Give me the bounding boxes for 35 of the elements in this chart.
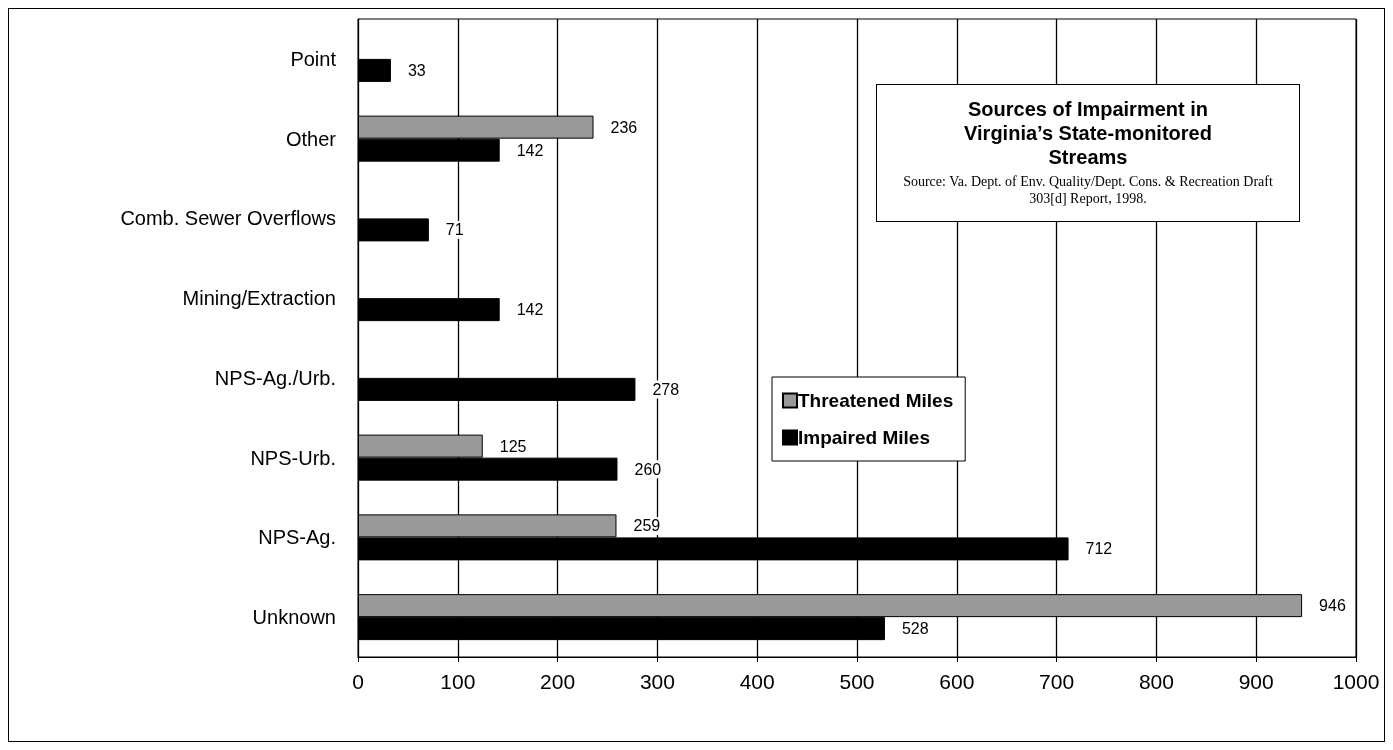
data-label: 33 (407, 61, 426, 79)
legend-label: Threatened Miles (798, 390, 954, 411)
data-label: 236 (610, 118, 638, 136)
text: Sources of Impairment in Virginia’s State-monitored Streams (963, 97, 1213, 169)
x-tick-label: 900 (1238, 670, 1274, 693)
y-tick-label: Other (285, 127, 337, 150)
y-tick-label: NPS-Ag./Urb. (214, 366, 336, 389)
y-tick-label: NPS-Ag. (258, 526, 336, 549)
data-label: 946 (1319, 597, 1346, 615)
x-tick-label: 0 (352, 670, 364, 693)
data-label: 712 (1085, 540, 1113, 558)
y-tick-label: Point (290, 47, 337, 70)
x-tick-label: 800 (1138, 670, 1174, 693)
x-tick-label: 200 (540, 670, 576, 693)
annotation: Source: Va. Dept. of Env. Quality/Dept. Cons. & Recreation Draft 303[d] Report, 1998. (902, 173, 1274, 207)
legend-label: Impaired Miles (798, 427, 930, 448)
data-label: 142 (516, 301, 544, 319)
data-label: 260 (634, 460, 662, 478)
data-label: 528 (901, 620, 929, 638)
data-label: 142 (516, 141, 544, 159)
x-tick-label: 100 (440, 670, 476, 693)
x-tick-label: 400 (739, 670, 775, 693)
data-label: 125 (499, 437, 527, 455)
x-tick-label: 700 (1039, 670, 1075, 693)
y-tick-label: Unknown (252, 606, 336, 629)
data-label: 278 (652, 380, 680, 398)
x-tick-label: 600 (939, 670, 975, 693)
x-tick-label: 1000 (1332, 670, 1380, 693)
data-label: 71 (445, 221, 464, 239)
y-tick-label: Mining/Extraction (182, 287, 336, 310)
y-tick-label: NPS-Urb. (250, 446, 336, 469)
data-label: 259 (633, 517, 661, 535)
x-tick-label: 300 (639, 670, 675, 693)
y-tick-label: Comb. Sewer Overflows (120, 207, 336, 230)
x-tick-label: 500 (839, 670, 875, 693)
